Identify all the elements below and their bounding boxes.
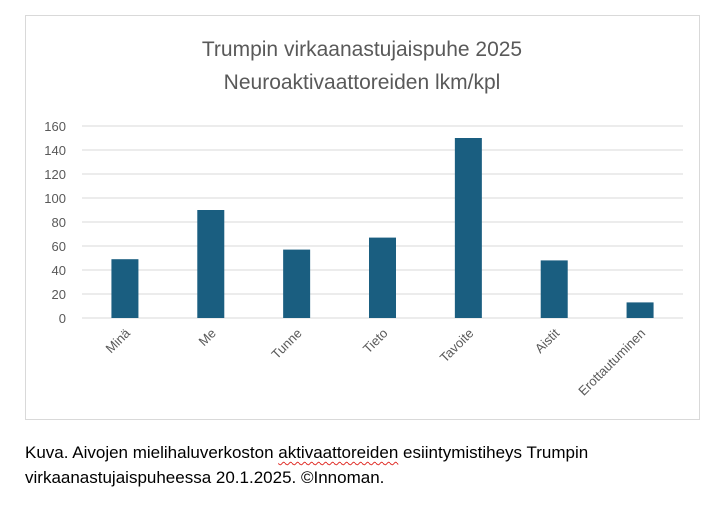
y-tick-label: 160 (44, 119, 66, 134)
bar-tieto (369, 237, 396, 318)
y-tick-label: 40 (52, 263, 66, 278)
x-tick-label: Tunne (268, 326, 304, 362)
y-tick-label: 80 (52, 215, 66, 230)
bar-erottautuminen (626, 302, 654, 318)
bar-chart: Trumpin virkaanastujaispuhe 2025 Neuroak… (44, 38, 683, 398)
y-tick-label: 120 (44, 167, 66, 182)
y-tick-label: 140 (44, 143, 66, 158)
x-tick-label: Minä (103, 325, 134, 356)
chart-frame (25, 15, 700, 420)
x-tick-label: Me (196, 326, 219, 349)
chart-subtitle: Neuroaktivaattoreiden lkm/kpl (224, 71, 501, 94)
bar-tunne (283, 249, 311, 318)
bar-tavoite (454, 138, 482, 318)
x-axis-ticks: Minä Me Tunne Tieto Tavoite Aistit Erottautumi… (103, 325, 649, 398)
x-tick-label: Tavoite (437, 326, 477, 366)
bar-me (197, 210, 225, 318)
bar-minä (111, 259, 139, 318)
y-tick-label: 100 (44, 191, 66, 206)
y-tick-label: 20 (52, 287, 66, 302)
bar-aistit (540, 260, 568, 318)
y-tick-label: 0 (59, 311, 66, 326)
caption-text-end: esiintymistiheys Trumpin virkaanastujais… (25, 443, 589, 487)
x-tick-label: Tieto (360, 326, 391, 357)
bars (111, 138, 654, 318)
caption-misspelled-word: aktivaattoreiden (278, 443, 399, 462)
x-tick-label: Erottautuminen (575, 326, 648, 399)
figure-caption: Kuva. Aivojen mielihaluverkoston aktivaa… (25, 440, 705, 490)
chart-title: Trumpin virkaanastujaispuhe 2025 (202, 38, 522, 61)
caption-text-start: Kuva. Aivojen mielihaluverkoston (25, 443, 279, 462)
y-tick-label: 60 (52, 239, 66, 254)
y-axis-ticks: 0 20 40 60 80 100 120 140 160 (44, 119, 66, 326)
x-tick-label: Aistit (532, 325, 563, 356)
